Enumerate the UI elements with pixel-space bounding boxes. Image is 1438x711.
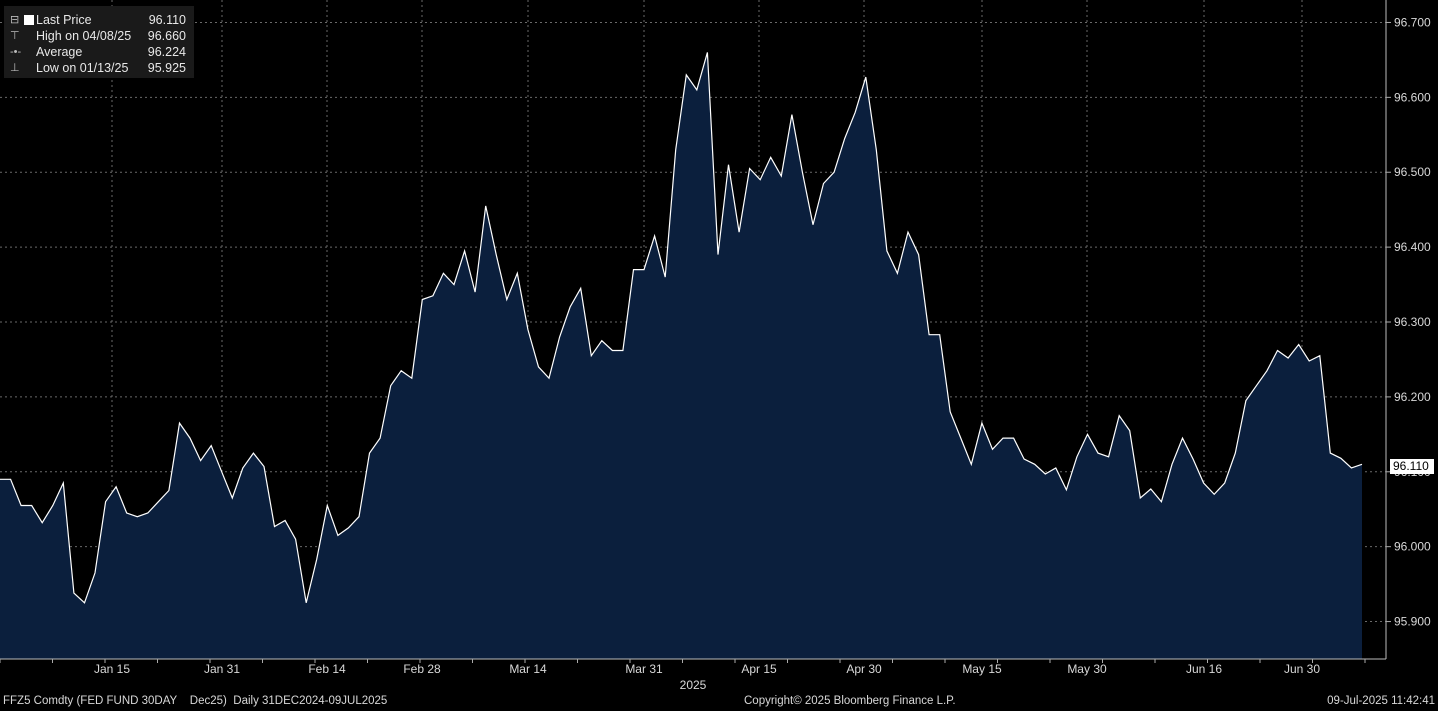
legend-low-label: Low on 01/13/25 bbox=[36, 61, 129, 75]
security-description: FFZ5 Comdty (FED FUND 30DAY Dec25) Daily… bbox=[3, 695, 388, 707]
legend-last-value: 96.110 bbox=[148, 13, 186, 27]
y-tick-label: 95.900 bbox=[1394, 615, 1431, 629]
high-marker-icon: ⊤ bbox=[10, 30, 20, 42]
last-price-swatch-icon bbox=[24, 15, 34, 25]
x-tick-label: Apr 15 bbox=[741, 662, 777, 676]
y-tick-label: 96.600 bbox=[1394, 90, 1431, 104]
x-tick-label: May 15 bbox=[962, 662, 1002, 676]
y-tick-label: 96.700 bbox=[1394, 15, 1431, 29]
x-tick-label: Jan 31 bbox=[204, 662, 240, 676]
y-tick-label: 96.200 bbox=[1394, 390, 1431, 404]
y-tick-label: 96.300 bbox=[1394, 315, 1431, 329]
price-area-fill bbox=[0, 52, 1362, 659]
legend-high[interactable]: ⊤ High on 04/08/25 96.660 bbox=[4, 28, 192, 44]
low-marker-icon: ⊥ bbox=[10, 62, 20, 74]
x-tick-label: Feb 14 bbox=[308, 662, 346, 676]
y-axis-ticks: 95.90096.00096.10096.20096.30096.40096.5… bbox=[1386, 15, 1431, 629]
legend-high-label: High on 04/08/25 bbox=[36, 29, 132, 43]
x-tick-label: Feb 28 bbox=[403, 662, 441, 676]
last-price-marker: 96.110 bbox=[1390, 459, 1434, 474]
year-label: 2025 bbox=[680, 678, 707, 692]
x-axis-ticks: Jan 15 Jan 31 Feb 14 Feb 28 Mar 14 Mar 31 Apr … bbox=[0, 659, 1366, 676]
x-tick-label: May 30 bbox=[1067, 662, 1107, 676]
x-tick-label: Mar 14 bbox=[509, 662, 547, 676]
legend-low[interactable]: ⊥ Low on 01/13/25 95.925 bbox=[4, 60, 192, 76]
y-tick-label: 96.400 bbox=[1394, 240, 1431, 254]
y-tick-label: 96.000 bbox=[1394, 540, 1431, 554]
legend-avg-value: 96.224 bbox=[147, 45, 186, 59]
copyright-text: Copyright© 2025 Bloomberg Finance L.P. bbox=[744, 695, 956, 707]
average-marker-icon: -•- bbox=[10, 46, 22, 58]
y-tick-label: 96.500 bbox=[1394, 165, 1431, 179]
x-tick-label: Mar 31 bbox=[625, 662, 663, 676]
legend-high-value: 96.660 bbox=[147, 29, 186, 43]
legend-last-price[interactable]: ⊟ Last Price 96.110 bbox=[4, 12, 192, 28]
price-line bbox=[0, 52, 1363, 604]
legend-last-label: Last Price bbox=[36, 13, 92, 27]
x-tick-label: Apr 30 bbox=[846, 662, 882, 676]
collapse-icon[interactable]: ⊟ bbox=[10, 14, 20, 26]
legend-panel: ⊟ Last Price 96.110 ⊤ High on 04/08/25 9… bbox=[4, 6, 194, 78]
x-tick-label: Jun 16 bbox=[1186, 662, 1222, 676]
x-tick-label: Jan 15 bbox=[94, 662, 130, 676]
timestamp: 09-Jul-2025 11:42:41 bbox=[1327, 695, 1435, 707]
legend-average[interactable]: -•- Average 96.224 bbox=[4, 44, 192, 60]
legend-low-value: 95.925 bbox=[147, 61, 186, 75]
legend-avg-label: Average bbox=[36, 45, 83, 59]
x-tick-label: Jun 30 bbox=[1284, 662, 1320, 676]
